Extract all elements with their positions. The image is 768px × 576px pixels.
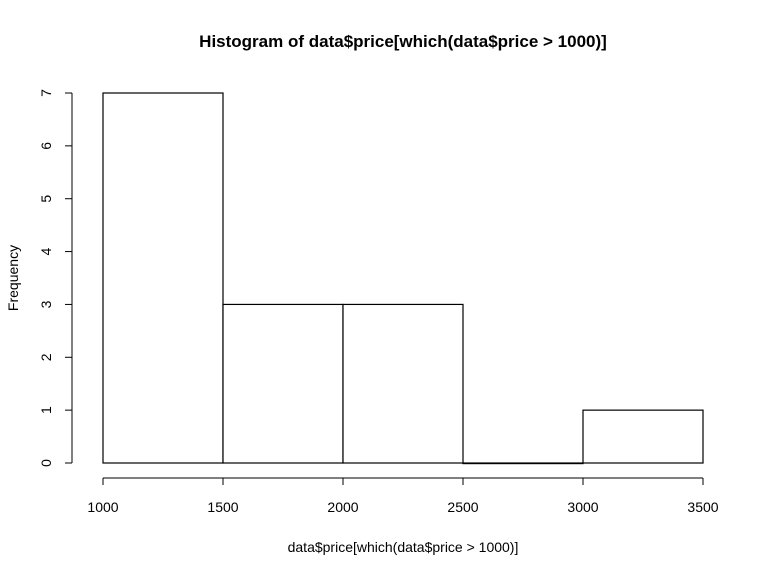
x-tick-label-1500: 1500 [207, 499, 238, 515]
y-tick-label-0: 0 [38, 459, 54, 467]
y-axis: 0 1 2 3 4 5 6 7 [38, 89, 73, 467]
histogram-bar-1000-1500 [102, 92, 224, 464]
chart-title: Histogram of data$price[which(data$price… [199, 32, 607, 51]
y-tick-label-5: 5 [38, 195, 54, 203]
histogram-bar-2500-3000 [462, 462, 584, 465]
y-tick-label-4: 4 [38, 247, 54, 255]
x-tick-label-1000: 1000 [87, 499, 118, 515]
y-tick-label-3: 3 [38, 300, 54, 308]
x-tick-label-3000: 3000 [567, 499, 598, 515]
x-tick-label-3500: 3500 [687, 499, 718, 515]
histogram-bar-2000-2500 [342, 303, 464, 464]
y-tick-label-6: 6 [38, 142, 54, 150]
x-tick-label-2500: 2500 [447, 499, 478, 515]
x-tick-label-2000: 2000 [327, 499, 358, 515]
x-axis: 1000 1500 2000 2500 3000 3500 [87, 477, 719, 515]
histogram-bar-3000-3500 [582, 409, 704, 464]
y-axis-label: Frequency [5, 245, 21, 311]
y-tick-label-2: 2 [38, 353, 54, 361]
histogram-bar-1500-2000 [222, 303, 344, 464]
y-tick-label-1: 1 [38, 406, 54, 414]
x-axis-label: data$price[which(data$price > 1000)] [288, 539, 519, 555]
bars-group [102, 92, 704, 465]
y-tick-label-7: 7 [38, 89, 54, 97]
